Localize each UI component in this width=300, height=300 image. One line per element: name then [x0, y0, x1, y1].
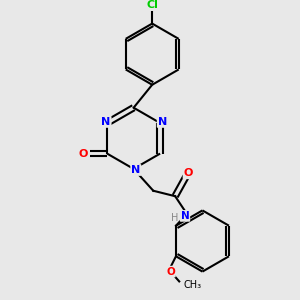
Text: O: O: [166, 267, 175, 277]
Text: N: N: [131, 165, 140, 175]
Text: N: N: [181, 211, 189, 221]
Text: CH₃: CH₃: [184, 280, 202, 290]
Text: N: N: [158, 117, 167, 127]
Text: Cl: Cl: [146, 0, 158, 10]
Text: O: O: [184, 168, 193, 178]
Text: N: N: [101, 117, 111, 127]
Text: H: H: [171, 213, 178, 223]
Text: O: O: [78, 148, 88, 159]
